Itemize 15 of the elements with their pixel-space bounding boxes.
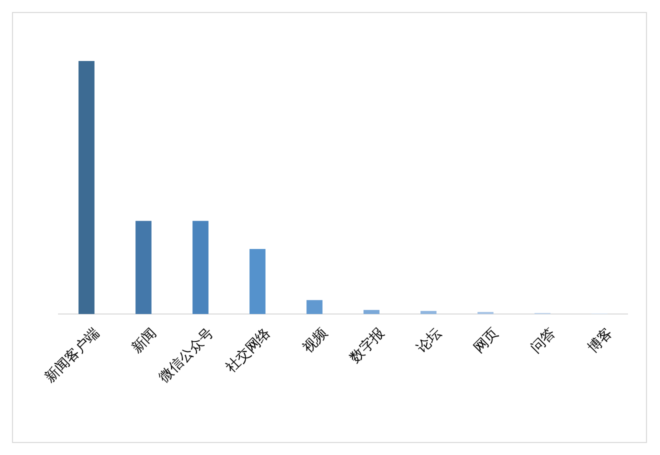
x-tick-label: 视频 (300, 325, 331, 356)
bar (420, 310, 436, 314)
x-tick-label: 数字报 (346, 325, 388, 366)
x-tick-label: 网页 (470, 325, 502, 356)
x-tick-label: 社交网络 (223, 325, 274, 376)
x-tick-label: 新闻客户端 (42, 325, 103, 386)
x-tick-label: 博客 (584, 325, 616, 356)
bar (306, 300, 322, 314)
x-tick-label: 问答 (528, 325, 559, 356)
bar (78, 61, 94, 314)
bar (364, 310, 380, 314)
bar (192, 220, 208, 314)
x-tick-label: 论坛 (414, 325, 445, 356)
bar (250, 248, 266, 314)
bar (136, 220, 152, 314)
